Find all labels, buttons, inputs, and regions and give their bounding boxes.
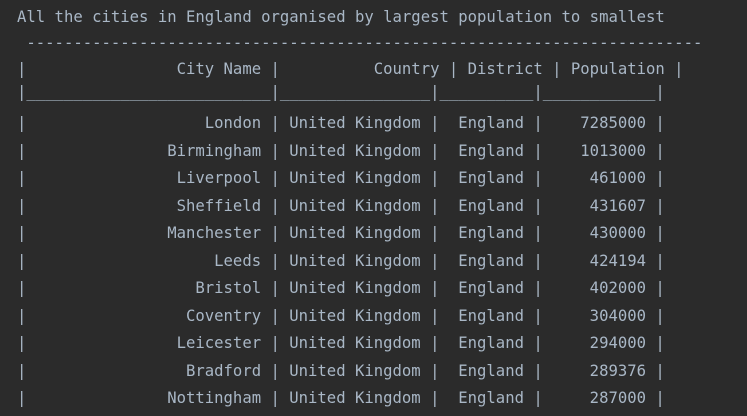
table-row: | Birmingham | United Kingdom | England … [17, 141, 665, 160]
table-row: | Nottingham | United Kingdom | England … [17, 389, 665, 407]
table-row: | London | United Kingdom | England | 72… [17, 114, 665, 132]
table-separator-top: ----------------------------------------… [17, 33, 703, 52]
table-row: | Manchester | United Kingdom | England … [17, 224, 665, 242]
table-row: | Leeds | United Kingdom | England | 424… [17, 251, 665, 270]
table-row: | Bristol | United Kingdom | England | 4… [17, 279, 665, 297]
table-separator-mid: |__________________________|____________… [17, 83, 665, 101]
table-row: | Sheffield | United Kingdom | England |… [17, 196, 665, 215]
output-heading: All the cities in England organised by l… [17, 8, 665, 26]
table-row: | Bradford | United Kingdom | England | … [17, 361, 665, 380]
table-row: | Liverpool | United Kingdom | England |… [17, 169, 665, 187]
table-row: | Coventry | United Kingdom | England | … [17, 306, 665, 325]
table-row: | Leicester | United Kingdom | England |… [17, 334, 665, 352]
table-header-row: | City Name | Country | District | Popul… [17, 59, 684, 78]
